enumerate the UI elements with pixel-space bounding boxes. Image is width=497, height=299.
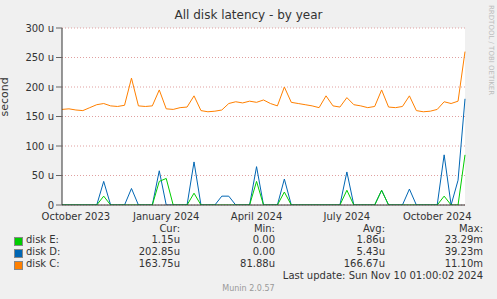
svg-text:July 2024: July 2024: [323, 211, 371, 222]
html-text:0.00: 0.00: [252, 246, 275, 257]
svg-text:April 2024: April 2024: [231, 211, 282, 222]
svg-text:0: 0: [48, 200, 54, 211]
html-text:39.23m: 39.23m: [444, 246, 483, 257]
html-text:Avg:: Avg:: [363, 223, 385, 234]
svg-text:250 u: 250 u: [25, 52, 54, 63]
html-text:Cur:: Cur:: [159, 223, 180, 234]
html-text:23.29m: 23.29m: [444, 234, 483, 245]
html-text:Munin 2.0.57: Munin 2.0.57: [222, 284, 275, 293]
html-text:disk C:: disk C:: [26, 258, 60, 269]
html-text:11.10m: 11.10m: [444, 258, 483, 269]
svg-text:October 2024: October 2024: [403, 211, 472, 222]
html-text:81.88u: 81.88u: [240, 258, 275, 269]
html-text:Last update: Sun Nov 10 01:00:: Last update: Sun Nov 10 01:00:02 2024: [282, 270, 483, 281]
html-text:1.86u: 1.86u: [356, 234, 385, 245]
svg-text:150 u: 150 u: [25, 111, 54, 122]
html-text:1.15u: 1.15u: [151, 234, 180, 245]
svg-text:January 2024: January 2024: [132, 211, 200, 222]
svg-text:200 u: 200 u: [25, 82, 54, 93]
html-text:0.00: 0.00: [252, 234, 275, 245]
html-text:163.75u: 163.75u: [138, 258, 180, 269]
html-text:All disk latency - by year: All disk latency - by year: [174, 8, 323, 22]
html-text:202.85u: 202.85u: [138, 246, 180, 257]
svg-text:October 2023: October 2023: [42, 211, 111, 222]
svg-text:300 u: 300 u: [25, 23, 54, 34]
html-text:disk E:: disk E:: [26, 234, 59, 245]
html-text:166.67u: 166.67u: [343, 258, 385, 269]
html-text:RRDTOOL / TOBI OETIKER: RRDTOOL / TOBI OETIKER: [487, 5, 495, 96]
svg-text:100 u: 100 u: [25, 141, 54, 152]
html-text:5.43u: 5.43u: [356, 246, 385, 257]
html-text:Max:: Max:: [459, 223, 483, 234]
html-text:Min:: Min:: [253, 223, 275, 234]
html-text:disk D:: disk D:: [26, 246, 61, 257]
svg-text:second: second: [8, 77, 11, 116]
svg-text:50 u: 50 u: [32, 170, 54, 181]
